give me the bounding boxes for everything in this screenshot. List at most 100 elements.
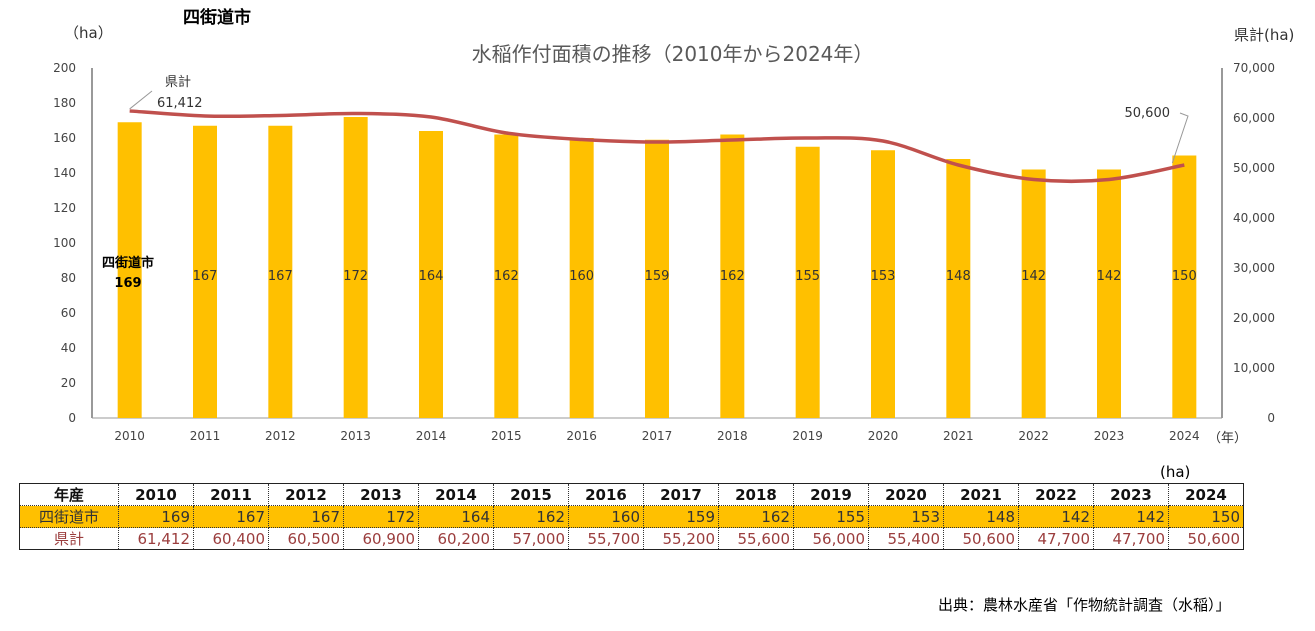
left-unit: （ha）	[64, 24, 113, 42]
x-tick-label: 2023	[1094, 429, 1125, 443]
year-cell: 2020	[868, 483, 944, 506]
plot-area: 0 20 40 60 80 100 120 140 160 180 200 0 10,000 20,000…	[53, 61, 1275, 446]
year-cell: 2019	[793, 483, 869, 506]
left-tick-label: 200	[53, 61, 76, 75]
bar-data-label: 172	[343, 269, 368, 284]
bar	[193, 125, 217, 418]
year-cell: 2018	[718, 483, 794, 506]
pref-row-label: 県計	[19, 527, 119, 550]
city-cell: 164	[418, 505, 494, 528]
year-cell: 2013	[343, 483, 419, 506]
bar	[795, 146, 820, 418]
pref-cell: 60,500	[268, 527, 344, 550]
bar	[871, 150, 895, 418]
bar	[419, 131, 443, 418]
pref-cell: 47,700	[1093, 527, 1169, 550]
x-tick-label: 2018	[717, 429, 748, 443]
x-tick-label: 2016	[566, 429, 597, 443]
bar-data-label: 148	[946, 269, 971, 284]
bar-data-label: 160	[569, 269, 594, 284]
city-cell: 172	[343, 505, 419, 528]
pref-cell: 55,600	[718, 527, 794, 550]
left-tick-label: 20	[61, 376, 76, 390]
bar-data-label: 142	[1021, 269, 1046, 284]
leader-line	[1171, 112, 1189, 164]
x-tick-label: 2010	[114, 429, 145, 443]
bar-data-label: 150	[1172, 269, 1197, 284]
city-cell: 167	[193, 505, 269, 528]
x-tick-label: 2021	[943, 429, 974, 443]
bar	[720, 134, 745, 418]
left-tick-label: 180	[53, 96, 76, 110]
year-cell: 2016	[568, 483, 644, 506]
bar-first-name: 四街道市	[102, 255, 154, 271]
pref-cell: 55,400	[868, 527, 944, 550]
right-tick-label: 70,000	[1233, 61, 1275, 75]
pref-cell: 60,900	[343, 527, 419, 550]
city-cell: 162	[718, 505, 794, 528]
pref-cell: 50,600	[1168, 527, 1244, 550]
pref-cell: 60,200	[418, 527, 494, 550]
left-tick-label: 100	[53, 236, 76, 250]
table-header-label: 年産	[19, 483, 119, 506]
left-tick-label: 60	[61, 306, 76, 320]
city-cell: 153	[868, 505, 944, 528]
x-tick-label: 2012	[265, 429, 296, 443]
year-cell: 2023	[1093, 483, 1169, 506]
pref-total-line	[129, 109, 1185, 184]
data-table: 年産 2010 2011 2012 2013 2014 2015 2016 2017 2018 20…	[19, 483, 1244, 550]
bar-data-label: 142	[1097, 269, 1122, 284]
city-cell: 160	[568, 505, 644, 528]
right-tick-label: 50,000	[1233, 161, 1275, 175]
left-tick-label: 80	[61, 271, 76, 285]
pref-cell: 47,700	[1018, 527, 1094, 550]
line-start-value: 61,412	[157, 96, 203, 111]
source-note: 出典：農林水産省「作物統計調査（水稲）」	[938, 596, 1231, 614]
bar-first-value: 169	[114, 276, 141, 291]
city-cell: 167	[268, 505, 344, 528]
year-cell: 2015	[493, 483, 569, 506]
pref-cell: 61,412	[118, 527, 194, 550]
city-cell: 150	[1168, 505, 1244, 528]
bar	[946, 159, 971, 418]
left-tick-label: 40	[61, 341, 76, 355]
line-start-name: 県計	[165, 74, 191, 90]
x-tick-label: 2017	[642, 429, 673, 443]
city-cell: 169	[118, 505, 194, 528]
year-cell: 2010	[118, 483, 194, 506]
leader-line	[129, 90, 153, 110]
bar	[645, 139, 669, 418]
left-tick-label: 0	[68, 411, 76, 425]
right-unit: 県計(ha)	[1234, 26, 1295, 44]
bar	[268, 125, 293, 418]
bar	[1097, 169, 1121, 418]
x-tick-label: 2022	[1018, 429, 1049, 443]
x-tick-label: 2019	[792, 429, 823, 443]
year-cell: 2021	[943, 483, 1019, 506]
city-cell: 148	[943, 505, 1019, 528]
x-tick-label: 2024	[1169, 429, 1200, 443]
x-tick-label: 2015	[491, 429, 522, 443]
x-axis-label: （年）	[1208, 431, 1247, 446]
bar	[117, 122, 142, 418]
x-tick-label: 2011	[190, 429, 221, 443]
bar-data-label: 155	[795, 269, 820, 284]
pref-cell: 50,600	[943, 527, 1019, 550]
year-cell: 2024	[1168, 483, 1244, 506]
year-cell: 2012	[268, 483, 344, 506]
bar	[494, 134, 519, 418]
left-tick-label: 160	[53, 131, 76, 145]
x-tick-label: 2014	[416, 429, 447, 443]
bar	[1172, 155, 1197, 418]
bar	[1021, 169, 1046, 418]
bar	[343, 117, 368, 418]
bar-data-label: 167	[193, 269, 218, 284]
city-title: 四街道市	[183, 8, 251, 28]
x-tick-label: 2020	[868, 429, 899, 443]
right-tick-label: 10,000	[1233, 361, 1275, 375]
right-tick-label: 30,000	[1233, 261, 1275, 275]
bar-data-label: 164	[419, 269, 444, 284]
city-cell: 142	[1018, 505, 1094, 528]
right-tick-label: 20,000	[1233, 311, 1275, 325]
